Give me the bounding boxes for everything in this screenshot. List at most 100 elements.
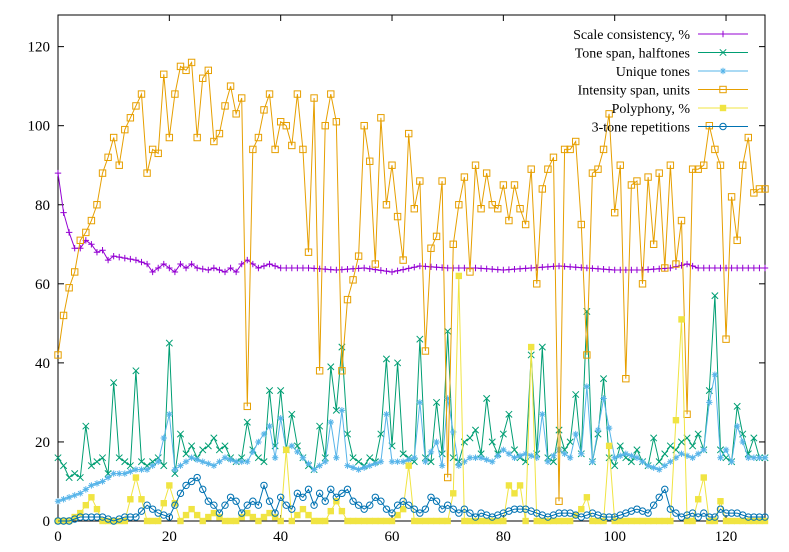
- data-point-plus: [483, 265, 490, 272]
- data-point-square: [711, 145, 719, 154]
- data-point-star: [600, 395, 607, 402]
- data-point-star: [544, 458, 552, 465]
- data-point-filled-square: [383, 517, 390, 525]
- data-point-square: [727, 193, 736, 201]
- data-point-plus: [138, 258, 145, 266]
- data-point-star: [516, 452, 524, 459]
- data-point-filled-square: [494, 517, 501, 525]
- data-point-circle: [187, 477, 196, 486]
- data-point-plus: [149, 268, 156, 276]
- data-point-cross: [82, 422, 90, 430]
- data-point-square: [98, 169, 107, 177]
- data-point-square: [599, 145, 608, 154]
- data-point-plus: [739, 264, 746, 272]
- data-point-circle: [249, 497, 257, 505]
- data-point-square: [460, 173, 469, 181]
- data-point-square: [182, 66, 190, 75]
- data-point-circle: [716, 505, 725, 513]
- data-point-square: [421, 347, 430, 355]
- data-point-star: [388, 458, 396, 465]
- data-point-circle: [354, 501, 363, 509]
- data-point-cross: [666, 442, 674, 450]
- data-point-plus: [283, 264, 290, 272]
- data-point-plus: [65, 229, 73, 236]
- data-point-cross: [243, 418, 251, 426]
- data-point-square: [187, 58, 196, 67]
- data-point-star: [322, 458, 329, 465]
- data-point-circle: [260, 481, 268, 490]
- data-point-filled-square: [305, 511, 312, 519]
- series-4: [54, 272, 769, 525]
- data-point-square: [382, 201, 391, 209]
- data-point-square: [176, 62, 185, 71]
- data-point-circle: [121, 513, 129, 521]
- data-point-filled-square: [294, 511, 301, 519]
- data-point-circle: [722, 509, 730, 517]
- legend-item: Scale consistency, %: [573, 28, 748, 43]
- data-point-square: [538, 185, 547, 193]
- data-point-star: [633, 454, 641, 461]
- legend-label: Intensity span, units: [578, 84, 690, 99]
- data-point-square: [343, 295, 352, 304]
- data-point-filled-square: [166, 482, 173, 489]
- data-point-plus: [205, 266, 212, 274]
- data-point-filled-square: [511, 490, 518, 497]
- data-point-star: [138, 466, 145, 473]
- data-point-square: [555, 497, 563, 505]
- data-point-star: [216, 458, 223, 465]
- data-point-circle: [455, 509, 463, 517]
- data-point-square: [688, 165, 697, 173]
- data-point-circle: [471, 513, 480, 521]
- data-point-star: [227, 456, 234, 463]
- data-point-star: [360, 464, 368, 471]
- data-point-cross: [121, 458, 129, 466]
- data-point-square: [466, 268, 474, 276]
- data-point-star: [411, 454, 418, 461]
- data-point-square: [488, 201, 496, 209]
- data-point-star: [394, 458, 401, 465]
- data-point-star: [561, 450, 568, 457]
- data-point-star: [444, 395, 451, 402]
- data-point-filled-square: [578, 505, 585, 513]
- data-point-square: [154, 149, 162, 158]
- data-point-filled-square: [227, 517, 234, 525]
- data-point-filled-square: [483, 517, 490, 525]
- data-point-cross: [160, 462, 168, 470]
- data-point-cross: [719, 48, 727, 57]
- data-point-plus: [166, 264, 173, 272]
- data-point-plus: [71, 245, 78, 252]
- data-point-plus: [650, 265, 657, 273]
- legend-item: Polyphony, %: [612, 102, 748, 117]
- data-point-star: [717, 454, 724, 461]
- data-point-plus: [132, 256, 140, 264]
- data-point-star: [745, 454, 752, 461]
- data-point-plus: [188, 260, 195, 268]
- data-point-square: [71, 268, 79, 276]
- data-point-star: [644, 462, 652, 469]
- data-point-plus: [444, 264, 451, 272]
- x-tick-label: 40: [273, 529, 288, 545]
- data-point-square: [299, 145, 307, 154]
- data-point-plus: [116, 253, 123, 261]
- data-point-square: [349, 276, 357, 284]
- data-point-square: [315, 367, 324, 375]
- data-point-cross: [165, 339, 173, 347]
- data-point-filled-square: [249, 513, 257, 521]
- data-point-square: [215, 129, 224, 138]
- data-point-circle: [510, 505, 519, 513]
- data-point-star: [461, 458, 468, 465]
- data-point-cross: [600, 375, 608, 383]
- data-point-filled-square: [650, 517, 657, 525]
- data-point-filled-square: [427, 517, 435, 525]
- data-point-circle: [761, 513, 769, 521]
- data-point-star: [193, 456, 201, 463]
- data-point-star: [555, 446, 563, 454]
- data-point-circle: [204, 497, 213, 505]
- data-point-cross: [689, 442, 697, 450]
- data-point-filled-square: [388, 517, 396, 525]
- data-point-circle: [137, 507, 146, 515]
- data-point-square: [482, 169, 491, 177]
- data-point-plus: [277, 264, 284, 272]
- data-point-filled-square: [516, 482, 524, 489]
- data-point-cross: [343, 430, 352, 438]
